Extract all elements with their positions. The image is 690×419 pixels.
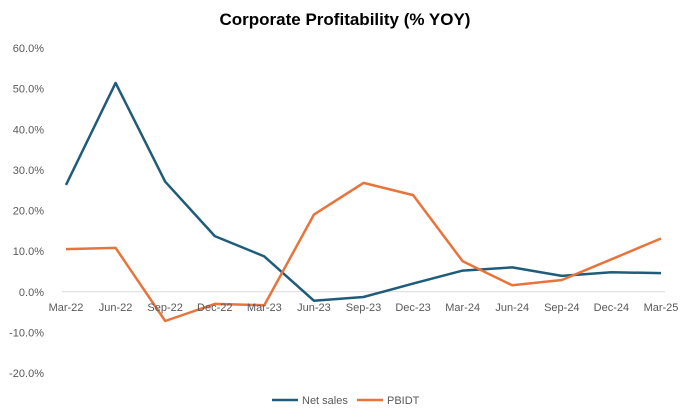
x-tick-label: Sep-22: [147, 302, 182, 314]
x-axis-ticks: Mar-22 Jun-22 Sep-22 Dec-22 Mar-23 Jun-23 Sep-…: [49, 302, 679, 314]
series-line-net-sales: [64, 81, 662, 302]
legend-label: Net sales: [302, 395, 348, 407]
x-tick-label: Jun-24: [495, 302, 529, 314]
y-tick-label: 30.0%: [13, 165, 44, 177]
x-tick-label: Dec-22: [197, 302, 232, 314]
y-tick-label: 50.0%: [13, 84, 44, 96]
x-tick-label: Jun-23: [297, 302, 331, 314]
y-tick-label: 0.0%: [19, 287, 44, 299]
y-tick-label: 60.0%: [13, 43, 44, 55]
x-tick-label: Mar-23: [247, 302, 282, 314]
y-tick-label: 10.0%: [13, 246, 44, 258]
y-axis-ticks: 60.0% 50.0% 40.0% 30.0% 20.0% 10.0% 0.0% -10.0%…: [9, 43, 44, 380]
x-tick-label: Mar-22: [49, 302, 84, 314]
y-tick-label: 40.0%: [13, 124, 44, 136]
series-line-pbidt: [65, 181, 662, 323]
x-tick-label: Mar-24: [445, 302, 480, 314]
x-tick-label: Dec-23: [395, 302, 430, 314]
series-layer: [64, 81, 662, 323]
chart-title: Corporate Profitability (% YOY): [219, 10, 471, 29]
y-tick-label: -20.0%: [9, 368, 44, 380]
x-tick-label: Dec-24: [594, 302, 629, 314]
legend: Net sales PBIDT: [272, 395, 420, 407]
legend-label: PBIDT: [387, 395, 420, 407]
x-tick-label: Sep-24: [544, 302, 579, 314]
x-tick-label: Sep-23: [346, 302, 381, 314]
x-tick-label: Jun-22: [99, 302, 133, 314]
y-tick-label: 20.0%: [13, 206, 44, 218]
x-tick-label: Mar-25: [644, 302, 679, 314]
y-tick-label: -10.0%: [9, 327, 44, 339]
